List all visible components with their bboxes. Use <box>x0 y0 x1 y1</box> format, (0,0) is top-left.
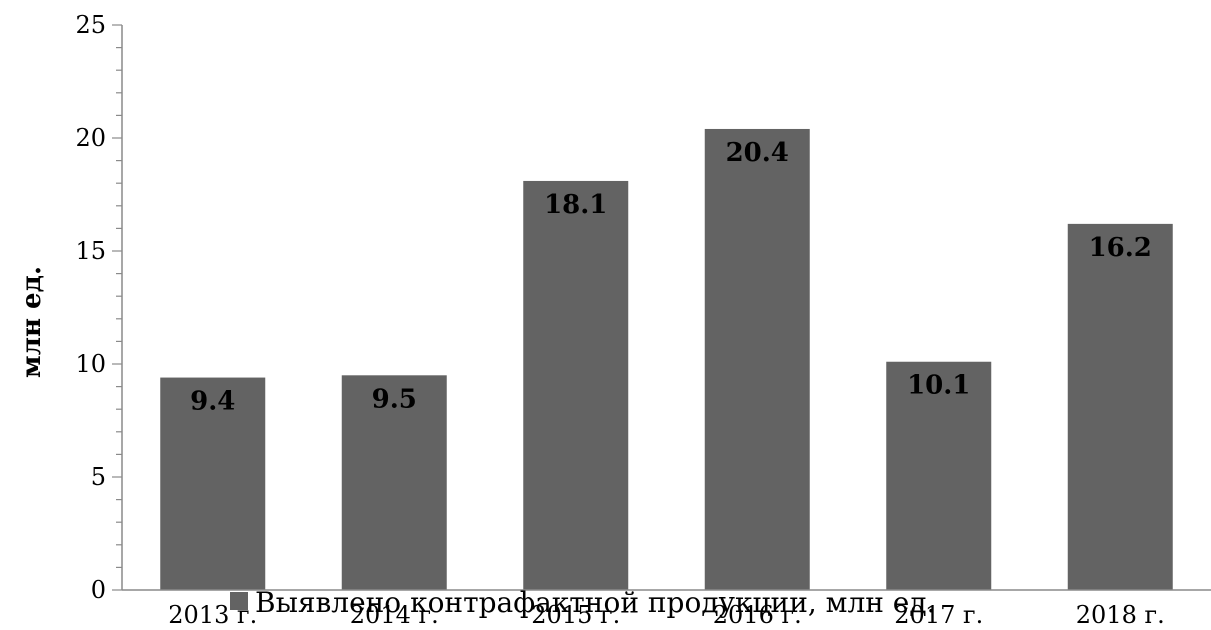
data-label: 9.5 <box>372 384 417 414</box>
x-axis: 2013 г. 2014 г. 2015 г. 2016 г. 2017 г. 2018 … <box>122 589 1211 629</box>
legend-label: Выявлено контрафактной продукции, млн ед… <box>255 586 936 619</box>
data-label: 10.1 <box>907 371 970 401</box>
y-tick-label: 5 <box>91 463 106 491</box>
data-label: 20.4 <box>726 138 789 168</box>
y-tick-label: 15 <box>75 237 106 265</box>
x-tick-label: 2018 г. <box>1076 601 1165 625</box>
data-label: 9.4 <box>190 387 235 417</box>
data-label: 18.1 <box>544 190 607 220</box>
data-label: 16.2 <box>1089 233 1152 263</box>
bar <box>341 375 447 590</box>
x-tick-label: 2015 г. <box>531 601 620 625</box>
legend: Выявлено контрафактной продукции, млн ед… <box>230 586 936 619</box>
y-tick-label: 10 <box>75 350 106 378</box>
y-axis: 0 5 10 15 20 25 <box>75 11 123 604</box>
bars: 9.4 9.5 18.1 20.4 10.1 16.2 <box>160 128 1173 590</box>
bar <box>886 361 992 590</box>
x-tick-label: 2017 г. <box>894 601 983 625</box>
bar <box>1067 223 1173 590</box>
bar <box>523 180 629 590</box>
y-tick-label: 25 <box>75 11 106 39</box>
y-tick-label: 20 <box>75 124 106 152</box>
legend-swatch <box>230 592 248 610</box>
bar <box>704 128 810 590</box>
x-tick-label: 2014 г. <box>350 601 439 625</box>
bar <box>160 377 266 590</box>
y-tick-label: 0 <box>91 576 106 604</box>
y-axis-title: млн ед. <box>17 266 47 378</box>
x-tick-label: 2016 г. <box>713 601 802 625</box>
